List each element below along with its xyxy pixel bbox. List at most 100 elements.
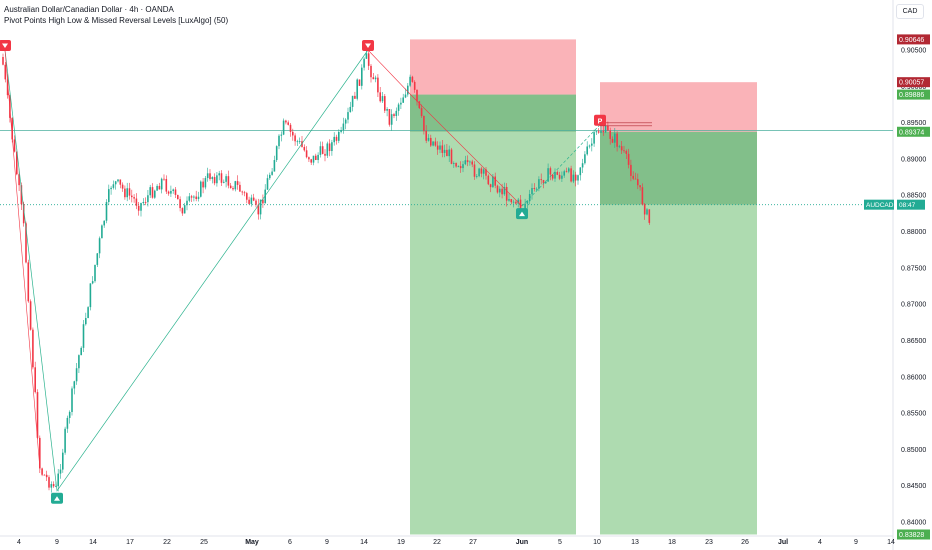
candle-body	[351, 95, 354, 107]
candle-body	[282, 120, 285, 135]
candle-body	[563, 171, 565, 176]
candle-body	[503, 186, 506, 195]
candle-body	[379, 92, 381, 102]
x-tick-label: 14	[89, 539, 97, 546]
countdown-label: 08:47	[899, 202, 916, 209]
candle-body	[6, 79, 9, 96]
candle-body	[432, 141, 434, 146]
candle-body	[542, 180, 545, 184]
candle-body	[340, 130, 342, 132]
candle-body	[618, 146, 621, 148]
x-tick-label: Jun	[516, 539, 528, 546]
pivot-low-marker-4	[516, 208, 528, 220]
candle-body	[250, 197, 253, 204]
currency-selector[interactable]: CAD	[896, 4, 924, 19]
candle-body	[310, 159, 312, 163]
candle-body	[384, 96, 386, 111]
candle-body	[349, 106, 352, 113]
candle-body	[163, 178, 165, 180]
candle-body	[476, 176, 478, 177]
candle-body	[459, 166, 462, 169]
candle-body	[202, 181, 204, 188]
candle-body	[499, 188, 501, 193]
candle-body	[361, 67, 363, 86]
candle-body	[637, 179, 639, 186]
x-tick-label: 6	[288, 539, 292, 546]
candle-body	[103, 220, 105, 226]
candle-body	[630, 164, 632, 176]
candle-body	[128, 188, 131, 196]
candle-body	[133, 197, 135, 199]
candle-body	[549, 168, 552, 175]
candle-body	[177, 194, 179, 200]
indicator-label[interactable]: Pivot Points High Low & Missed Reversal …	[4, 16, 229, 25]
candle-body	[489, 184, 492, 188]
y-tick-label: 0.89000	[901, 156, 926, 163]
x-tick-label: 9	[55, 539, 59, 546]
candle-body	[577, 175, 579, 181]
candle-body	[616, 133, 618, 147]
candle-body	[137, 205, 140, 211]
y-tick-label: 0.87000	[901, 302, 926, 309]
candle-body	[545, 181, 547, 184]
candle-body	[303, 146, 306, 151]
candle-body	[121, 184, 124, 189]
candle-body	[416, 89, 418, 102]
candle-body	[331, 142, 333, 152]
y-tick-label: 0.87500	[901, 265, 926, 272]
candle-body	[252, 197, 255, 201]
candle-body	[29, 301, 32, 330]
candle-body	[407, 85, 409, 95]
candle-body	[455, 163, 457, 167]
candle-body	[338, 131, 340, 141]
candle-body	[151, 187, 154, 198]
candle-body	[425, 130, 427, 141]
candle-body	[20, 185, 23, 205]
candle-body	[160, 178, 163, 190]
candle-body	[402, 97, 404, 103]
candle-body	[328, 143, 331, 152]
candle-body	[271, 171, 273, 175]
candle-body	[4, 64, 7, 80]
candle-body	[22, 204, 25, 224]
candle-body	[167, 191, 170, 194]
y-tick-label: 0.89500	[901, 120, 926, 127]
candle-body	[112, 184, 115, 188]
x-tick-label: 26	[741, 539, 749, 546]
candle-body	[273, 160, 276, 172]
candle-body	[611, 138, 614, 143]
price-level-text: 0.89886	[899, 92, 924, 99]
candle-body	[45, 474, 48, 478]
candle-body	[195, 196, 197, 199]
x-tick-label: 23	[705, 539, 713, 546]
candle-body	[287, 122, 289, 125]
candle-body	[135, 198, 138, 206]
candle-body	[395, 110, 398, 117]
candle-body	[188, 196, 191, 201]
candle-body	[464, 160, 467, 165]
candle-body	[89, 283, 92, 308]
candle-body	[501, 188, 503, 195]
y-tick-label: 0.88500	[901, 193, 926, 200]
candle-body	[524, 203, 526, 210]
candle-body	[206, 173, 209, 179]
candle-body	[508, 199, 510, 201]
candle-body	[404, 94, 407, 98]
x-tick-label: 4	[818, 539, 822, 546]
candle-body	[593, 132, 595, 144]
candle-body	[87, 307, 89, 319]
candle-body	[259, 199, 262, 215]
candle-body	[126, 188, 128, 198]
candle-body	[441, 145, 444, 153]
y-tick-label: 0.90000	[901, 84, 926, 91]
extended-target-zone-2	[600, 204, 757, 535]
candle-body	[588, 145, 591, 147]
candle-body	[370, 65, 372, 78]
candle-body	[227, 176, 230, 186]
candle-body	[98, 238, 101, 254]
candle-body	[57, 473, 59, 487]
price-level-label-1: 0.90646	[897, 34, 930, 45]
candle-body	[363, 58, 365, 68]
